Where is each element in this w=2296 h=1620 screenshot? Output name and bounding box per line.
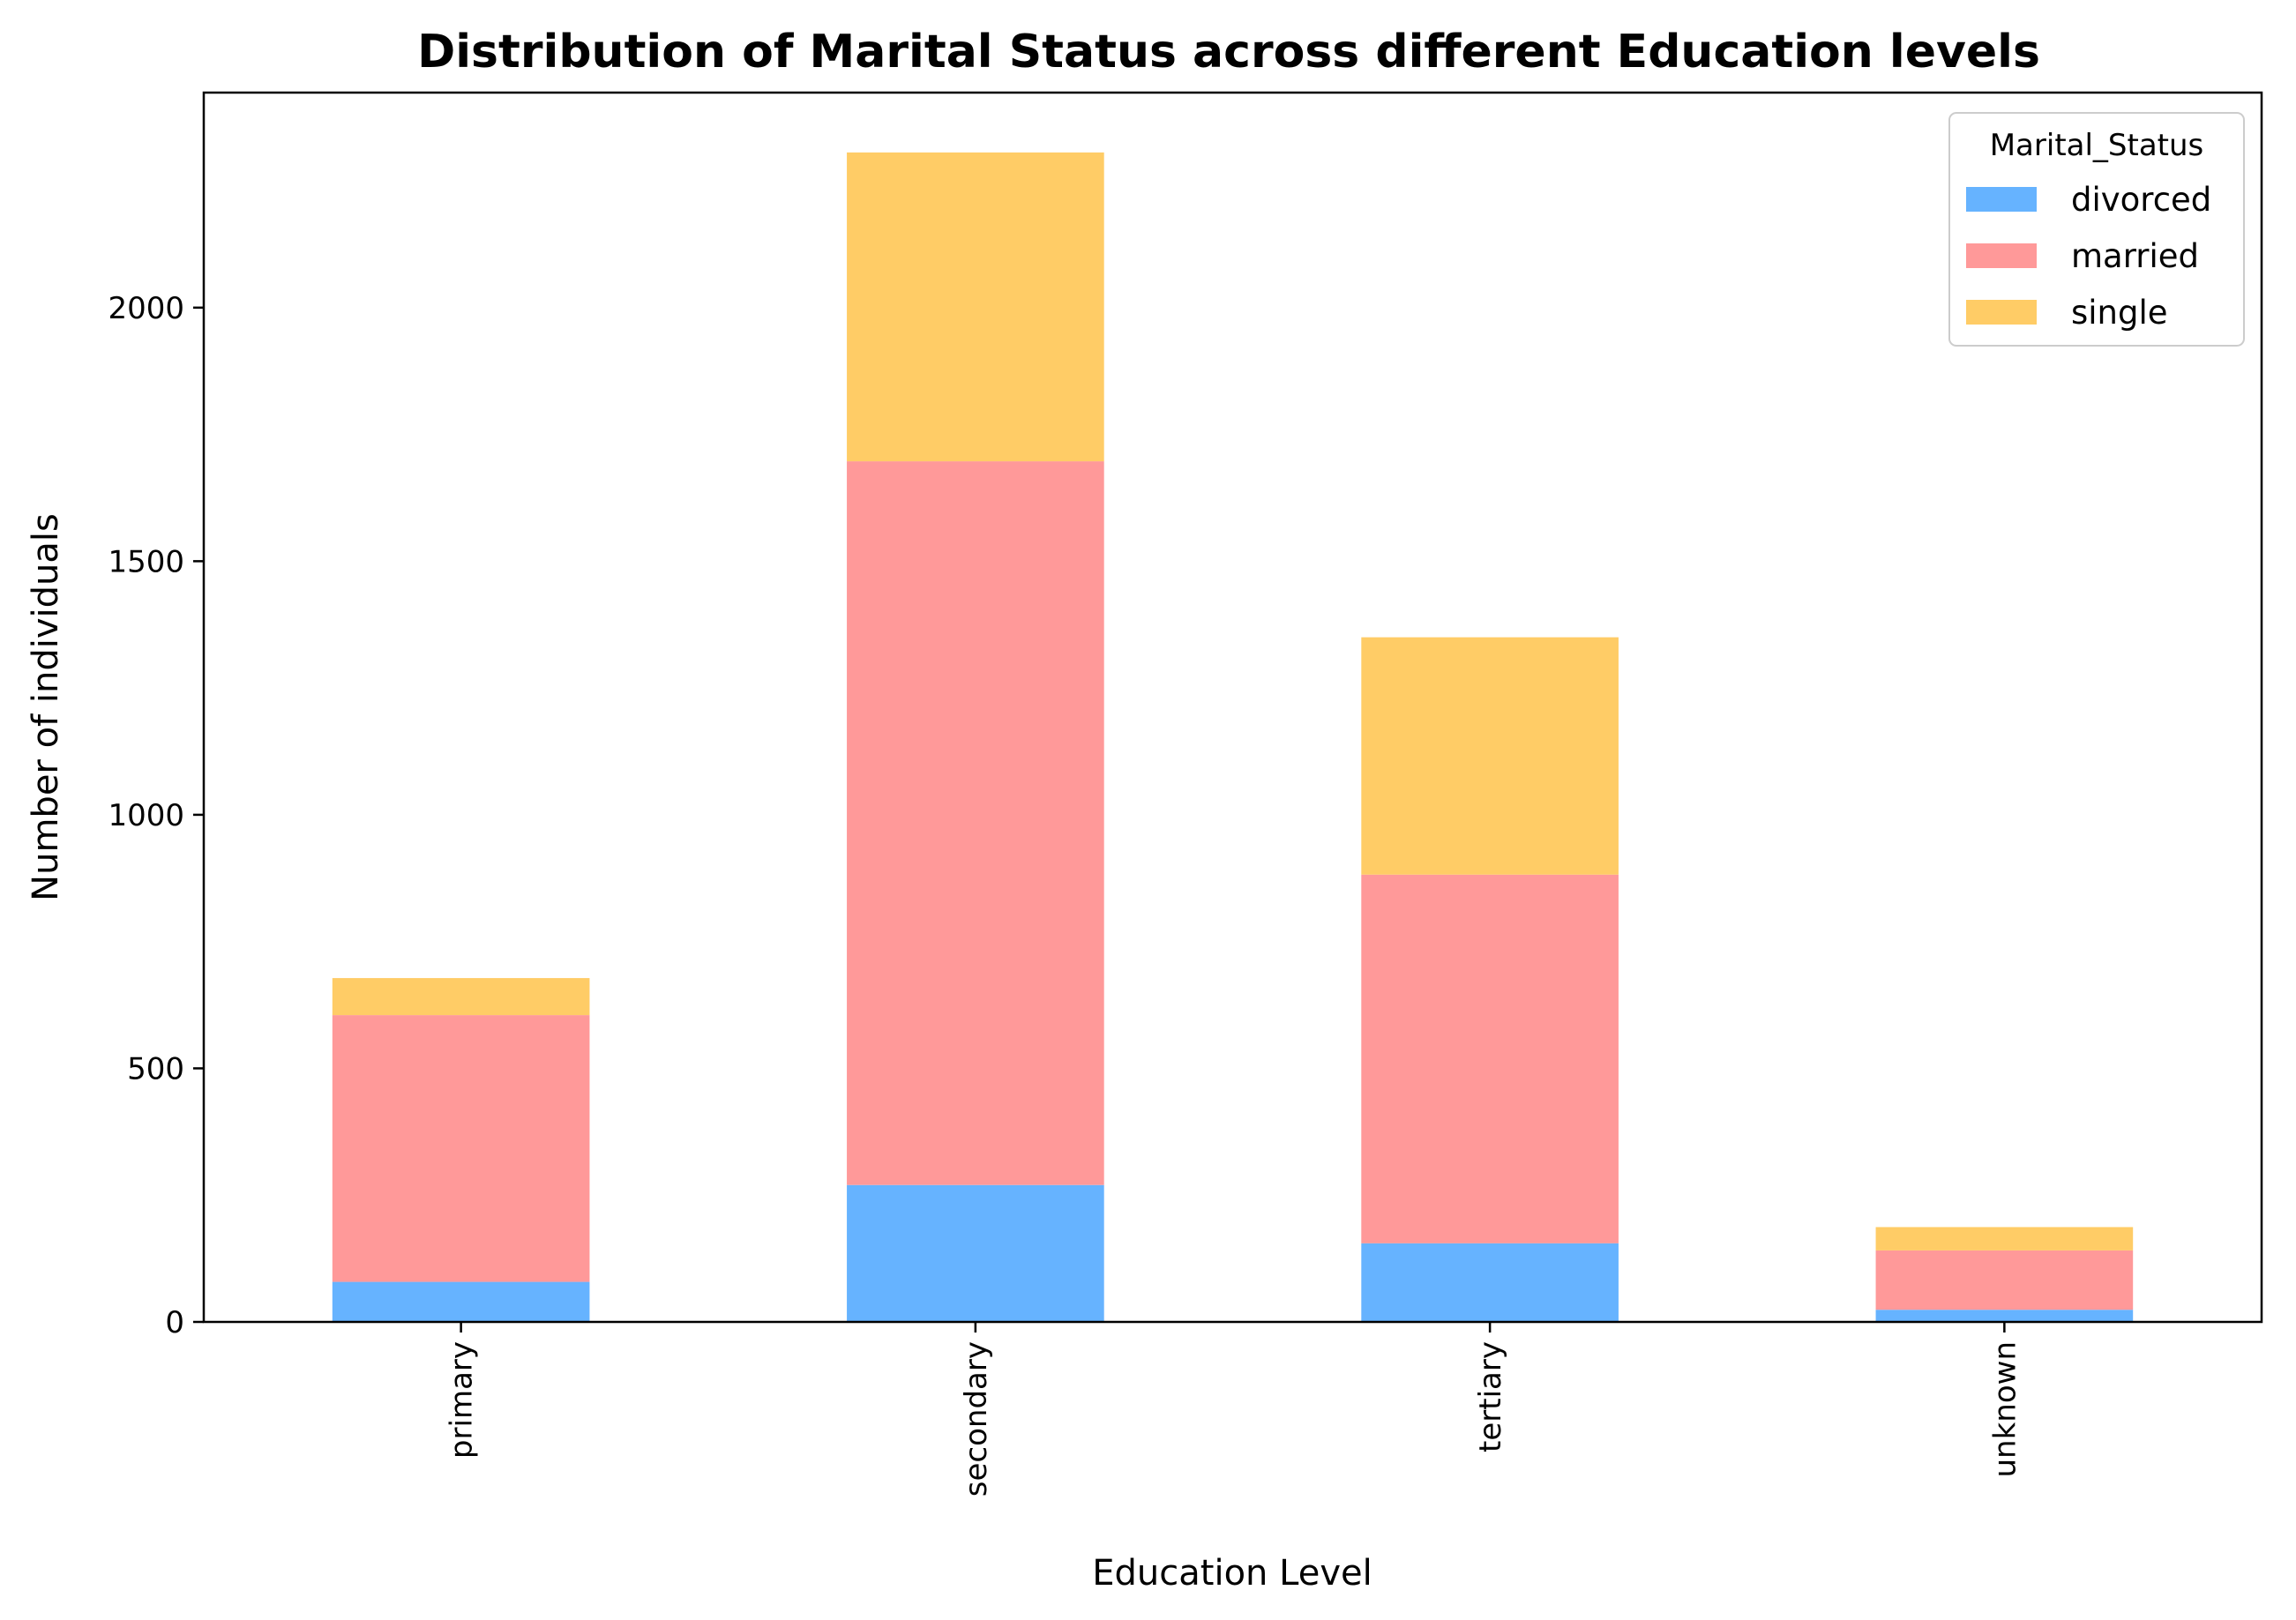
legend-label-divorced: divorced — [2071, 181, 2211, 219]
bars-layer — [332, 152, 2134, 1322]
x-axis: primary secondary tertiary unknown — [445, 1322, 2023, 1497]
y-axis: 0 500 1000 1500 2000 — [108, 291, 204, 1340]
y-tick-label: 0 — [165, 1305, 184, 1340]
y-tick-label: 1000 — [108, 798, 184, 833]
bar-secondary-single — [847, 152, 1104, 462]
legend: Marital_Status divorced married single — [1948, 112, 2245, 347]
y-tick-label: 500 — [127, 1051, 184, 1086]
legend-label-married: married — [2071, 237, 2199, 275]
legend-swatch-married — [1966, 243, 2037, 268]
y-tick-label: 1500 — [108, 544, 184, 579]
x-tick-label-unknown: unknown — [1987, 1341, 2023, 1478]
chart-title: Distribution of Marital Status across di… — [417, 26, 2040, 78]
bar-secondary-divorced — [847, 1184, 1104, 1322]
x-tick-label-tertiary: tertiary — [1473, 1341, 1508, 1452]
legend-label-single: single — [2071, 294, 2168, 332]
bar-tertiary-single — [1361, 637, 1619, 875]
bar-primary-married — [332, 1015, 590, 1282]
bar-tertiary-married — [1361, 874, 1619, 1243]
y-tick-label: 2000 — [108, 291, 184, 326]
legend-items: divorced married single — [1966, 181, 2211, 332]
bar-primary-single — [332, 978, 590, 1016]
plot-frame — [202, 91, 2263, 1324]
bar-unknown-single — [1875, 1227, 2134, 1250]
bar-unknown-divorced — [1875, 1310, 2134, 1322]
legend-title: Marital_Status — [1990, 128, 2204, 163]
legend-frame — [1948, 112, 2245, 347]
bar-primary-divorced — [332, 1281, 590, 1322]
x-tick-label-secondary: secondary — [959, 1341, 994, 1497]
x-axis-label: Education Level — [1092, 1553, 1372, 1594]
bar-tertiary-divorced — [1361, 1243, 1619, 1322]
y-axis-label: Number of individuals — [26, 513, 66, 901]
x-tick-label-primary: primary — [445, 1341, 480, 1459]
bar-secondary-married — [847, 461, 1104, 1185]
legend-swatch-single — [1966, 300, 2037, 325]
legend-swatch-divorced — [1966, 187, 2037, 212]
bar-unknown-married — [1875, 1250, 2134, 1310]
